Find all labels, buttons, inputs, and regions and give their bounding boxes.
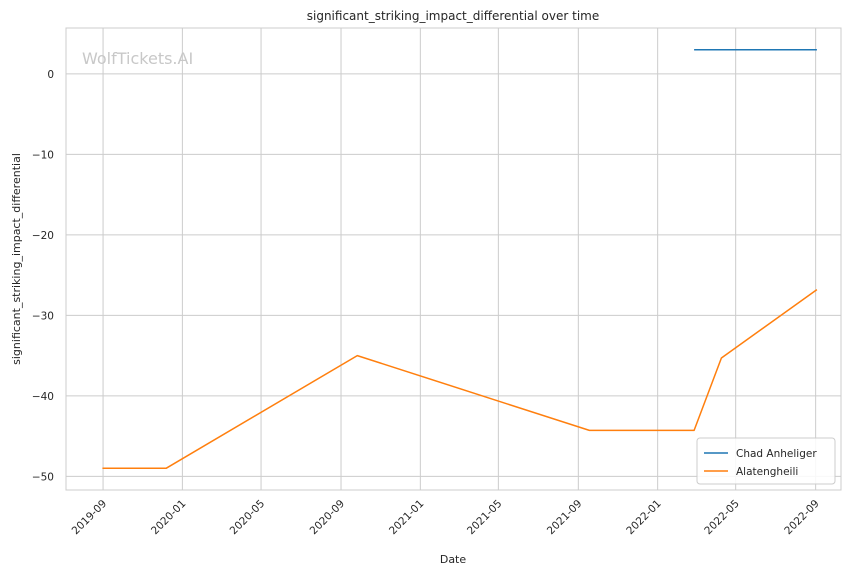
x-tick-label: 2020-01 (149, 498, 189, 538)
y-tick-label: −40 (32, 391, 54, 403)
x-tick-label: 2020-09 (308, 498, 348, 538)
x-tick-label: 2021-05 (465, 498, 505, 538)
series-layer (102, 48, 818, 470)
legend-box (696, 437, 836, 485)
y-tick-label: −50 (32, 471, 54, 483)
x-tick-label: 2021-09 (545, 498, 585, 538)
x-tick-label: 2021-01 (387, 498, 427, 538)
y-tick-label: −30 (32, 310, 54, 322)
y-tick-label: 0 (47, 69, 54, 81)
grid-layer (66, 28, 841, 490)
watermark-text: WolfTickets.AI (82, 49, 193, 68)
x-axis-label: Date (440, 553, 467, 566)
series-line-1 (102, 288, 818, 470)
legend-label: Chad Anheliger (736, 448, 817, 460)
legend: Chad Anheliger Alatengheili (696, 437, 836, 485)
x-tick-label: 2022-05 (702, 498, 742, 538)
x-tick-label: 2019-09 (70, 498, 110, 538)
y-tick-label: −10 (32, 149, 54, 161)
plot-frame (65, 27, 842, 491)
y-axis-label: significant_striking_impact_differential (10, 153, 23, 365)
chart-title: significant_striking_impact_differential… (307, 9, 599, 23)
x-tick-label: 2022-01 (624, 498, 664, 538)
x-tick-label: 2020-05 (228, 498, 268, 538)
y-tick-label: −20 (32, 230, 54, 242)
legend-label: Alatengheili (736, 466, 798, 478)
x-tick-label: 2022-09 (782, 498, 822, 538)
